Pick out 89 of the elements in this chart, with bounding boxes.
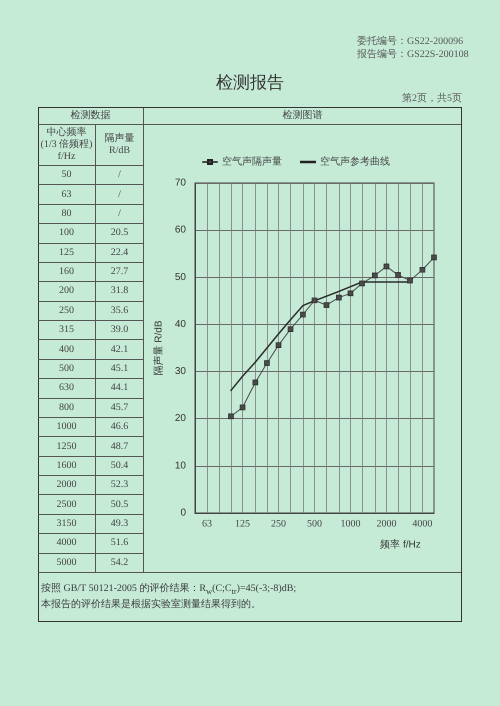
text: /: [118, 188, 121, 200]
y-axis-title: 隔声量 R/dB: [152, 320, 164, 376]
point: [288, 326, 294, 332]
point: [264, 360, 270, 366]
category-label: 100: [59, 227, 74, 240]
text: 中心频率 (1/3 倍频程) f/Hz: [39, 127, 94, 163]
point: [384, 264, 390, 270]
text: 45.7: [110, 402, 128, 413]
text: 按照 GB/T 50121-2005 的评价结果：R$_{w}$(C;C$_{tr}$)=45(-3;-8)dB;: [41, 583, 296, 596]
category-label: 1250: [56, 440, 76, 453]
text: 检测数据: [70, 110, 110, 122]
x-tick-label: 125: [235, 518, 250, 530]
text: /: [118, 208, 121, 219]
category-label: 1600: [56, 460, 76, 472]
legend-label: 空气声隔声量: [222, 156, 282, 168]
text: 49.3: [110, 518, 128, 530]
text: 44.1: [110, 382, 128, 394]
text: 31.8: [110, 285, 128, 296]
legend-label: 空气声参考曲线: [320, 156, 390, 168]
point: [395, 272, 401, 278]
text: 50.4: [110, 460, 128, 471]
point: [407, 278, 413, 284]
text: 35.6: [110, 304, 128, 316]
text: /: [118, 169, 121, 180]
y-tick-label: 10: [174, 460, 186, 472]
category-label: 80: [62, 208, 72, 220]
category-label: 315: [59, 324, 74, 336]
point: [300, 312, 306, 318]
point: [420, 266, 426, 273]
text: 检测报告: [216, 73, 284, 92]
category-label: 200: [59, 285, 74, 298]
y-tick-label: 0: [180, 508, 186, 518]
text: 54.2: [110, 556, 128, 568]
text: 51.6: [110, 537, 128, 548]
category-label: 1000: [56, 421, 76, 434]
point: [228, 414, 234, 420]
x-tick-label: 63: [202, 518, 212, 530]
text: 45.1: [110, 362, 128, 374]
category-label: 630: [59, 382, 74, 394]
point: [324, 302, 330, 308]
text: 42.1: [110, 344, 128, 355]
text: 隔声量 R/dB: [104, 133, 136, 157]
category-label: 63: [62, 188, 72, 201]
x-tick-label: 4000: [412, 518, 432, 530]
text: 22.4: [110, 246, 128, 258]
y-tick-label: 40: [174, 318, 186, 330]
point: [240, 404, 246, 410]
category-label: 250: [59, 304, 74, 317]
text: 52.3: [110, 479, 128, 490]
text: 46.6: [110, 421, 128, 432]
category-label: 125: [59, 246, 74, 259]
point: [276, 342, 282, 348]
y-tick-label: 50: [174, 272, 186, 283]
y-tick-label: 20: [174, 413, 186, 424]
x-tick-label: 500: [307, 518, 322, 530]
category-label: 2000: [56, 479, 76, 492]
category-label: 400: [59, 344, 74, 356]
text: 20.5: [110, 227, 128, 238]
category-label: 800: [59, 402, 74, 414]
y-tick-label: 60: [174, 224, 186, 236]
point: [252, 380, 258, 386]
x-tick-label: 250: [271, 518, 286, 530]
y-tick-label: 70: [174, 178, 186, 188]
x-tick-label: 2000: [376, 518, 396, 530]
chart-title: 检测图谱: [282, 110, 322, 122]
point: [431, 254, 437, 260]
category-label: 160: [59, 266, 74, 278]
category-label: 500: [59, 362, 74, 375]
text: 第2页，共5页: [402, 93, 462, 104]
point: [359, 280, 365, 286]
text: 27.7: [110, 266, 128, 278]
point: [348, 290, 354, 296]
text: 本报告的评价结果是根据实验室测量结果得到的。: [41, 599, 261, 610]
text: 报告编号：GS22S-200108: [357, 49, 469, 60]
y-tick-label: 30: [174, 366, 186, 378]
category-label: 4000: [56, 537, 76, 550]
category-label: 3150: [56, 518, 76, 530]
point: [372, 272, 378, 278]
point: [336, 294, 342, 300]
text: 48.7: [110, 440, 128, 452]
point: [312, 298, 318, 304]
text: 50.5: [110, 498, 128, 510]
x-tick-label: 1000: [340, 518, 360, 530]
text: 委托编号：GS22-200096: [357, 36, 464, 47]
category-label: 50: [62, 169, 72, 182]
category-label: 5000: [56, 556, 76, 569]
text: 39.0: [110, 324, 128, 336]
x-axis-title: 频率 f/Hz: [380, 538, 421, 550]
category-label: 2500: [56, 498, 76, 511]
